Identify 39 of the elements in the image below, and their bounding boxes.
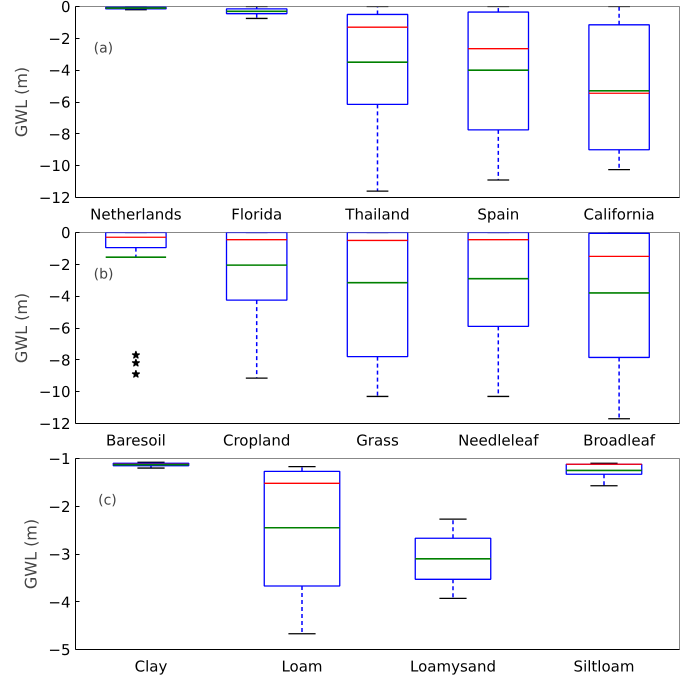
x-tick-label: Needleleaf <box>458 432 540 450</box>
y-axis-title: GWL (m) <box>12 292 31 364</box>
y-tick-label: −10 <box>38 383 70 402</box>
y-tick-label: −6 <box>48 94 71 112</box>
y-tick-label: −5 <box>48 641 71 659</box>
x-tick-label: Broadleaf <box>583 432 656 450</box>
y-tick-label: −6 <box>48 320 71 338</box>
annotation: (b) <box>94 266 114 283</box>
x-tick-label: California <box>583 206 655 224</box>
y-tick-label: −4 <box>48 593 71 612</box>
y-axis-title: GWL (m) <box>21 518 40 590</box>
y-tick-label: −12 <box>38 189 70 207</box>
x-tick-label: Spain <box>477 206 520 224</box>
x-tick-label: Cropland <box>223 432 290 450</box>
y-tick-label: −10 <box>38 157 70 176</box>
y-tick-label: −8 <box>48 125 71 144</box>
x-tick-label: Grass <box>356 432 399 450</box>
y-tick-label: −2 <box>48 498 71 516</box>
y-tick-label: −12 <box>38 415 70 433</box>
y-tick-label: −4 <box>48 288 71 306</box>
annotation: (c) <box>98 492 117 509</box>
x-tick-label: Thailand <box>344 206 410 224</box>
y-tick-label: 0 <box>60 224 71 242</box>
x-tick-label: Loam <box>281 658 323 676</box>
y-tick-label: 0 <box>60 0 71 16</box>
y-tick-label: −2 <box>48 30 71 48</box>
y-tick-label: −4 <box>48 62 71 80</box>
x-tick-label: Loamysand <box>410 658 496 676</box>
x-tick-label: Florida <box>231 206 282 224</box>
y-tick-label: −1 <box>48 450 71 468</box>
y-tick-label: −3 <box>48 546 71 564</box>
y-axis-title: GWL (m) <box>12 66 31 138</box>
annotation: (a) <box>94 40 114 57</box>
x-tick-label: Netherlands <box>90 206 182 224</box>
x-tick-label: Siltloam <box>574 658 634 676</box>
x-tick-label: Baresoil <box>106 432 166 450</box>
y-tick-label: −2 <box>48 256 71 274</box>
x-tick-label: Clay <box>134 658 168 676</box>
y-tick-label: −8 <box>48 351 71 370</box>
